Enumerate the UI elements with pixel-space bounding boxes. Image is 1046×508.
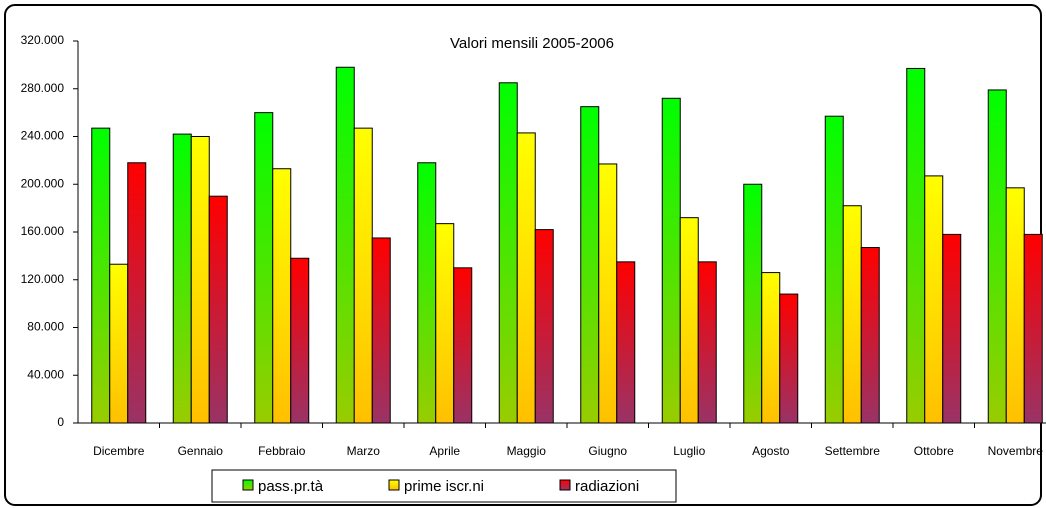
bar xyxy=(842,205,862,424)
y-tick-label: 0 xyxy=(57,415,64,429)
bar xyxy=(91,127,111,424)
bar xyxy=(272,168,292,424)
bar xyxy=(1005,187,1025,424)
bar xyxy=(127,162,147,424)
x-tick-label: Ottobre xyxy=(914,444,954,458)
bar xyxy=(779,293,799,424)
bar xyxy=(109,263,129,424)
bar xyxy=(453,267,473,424)
bar xyxy=(616,261,636,424)
bar xyxy=(190,136,210,424)
bar xyxy=(743,183,763,424)
x-tick-label: Agosto xyxy=(752,444,790,458)
x-tick-label: Maggio xyxy=(507,444,547,458)
bar xyxy=(580,106,600,424)
legend-swatch xyxy=(559,479,571,491)
bar xyxy=(498,82,518,424)
bar xyxy=(761,272,781,424)
x-tick-label: Giugno xyxy=(588,444,627,458)
legend-label: radiazioni xyxy=(575,478,639,495)
legend-swatch xyxy=(388,479,400,491)
bar xyxy=(824,115,844,424)
bar xyxy=(679,217,699,424)
bar xyxy=(860,247,880,424)
legend-label: prime iscr.ni xyxy=(404,478,484,495)
bar xyxy=(534,229,554,424)
y-tick-label: 80.000 xyxy=(27,320,64,334)
y-tick-label: 200.000 xyxy=(21,176,65,190)
x-tick-label: Aprile xyxy=(429,444,460,458)
bar xyxy=(906,67,926,424)
y-tick-label: 40.000 xyxy=(27,367,64,381)
y-tick-label: 320.000 xyxy=(21,33,65,47)
x-tick-label: Marzo xyxy=(347,444,381,458)
x-tick-label: Novembre xyxy=(988,444,1044,458)
bar xyxy=(598,163,618,424)
chart-title: Valori mensili 2005-2006 xyxy=(450,35,614,52)
bar xyxy=(254,112,274,424)
x-tick-label: Luglio xyxy=(673,444,705,458)
bar xyxy=(335,66,355,424)
legend xyxy=(211,469,677,503)
y-tick-label: 240.000 xyxy=(21,129,65,143)
bar xyxy=(371,237,391,424)
bar xyxy=(353,127,373,424)
bar xyxy=(172,133,192,424)
x-tick-label: Gennaio xyxy=(178,444,224,458)
bar xyxy=(516,132,536,424)
bar xyxy=(697,261,717,424)
bar xyxy=(924,175,944,424)
bar xyxy=(208,195,228,424)
bar xyxy=(942,233,962,424)
bar xyxy=(987,89,1007,424)
legend-label: pass.pr.tà xyxy=(258,478,324,495)
x-tick-label: Dicembre xyxy=(93,444,145,458)
y-tick-label: 160.000 xyxy=(21,224,65,238)
y-tick-label: 280.000 xyxy=(21,81,65,95)
bar xyxy=(661,97,681,424)
bar xyxy=(1023,233,1043,424)
legend-swatch xyxy=(242,479,254,491)
bar xyxy=(417,162,437,424)
bar xyxy=(435,223,455,424)
y-tick-label: 120.000 xyxy=(21,272,65,286)
x-tick-label: Febbraio xyxy=(258,444,306,458)
bar xyxy=(290,257,310,424)
x-tick-label: Settembre xyxy=(825,444,881,458)
